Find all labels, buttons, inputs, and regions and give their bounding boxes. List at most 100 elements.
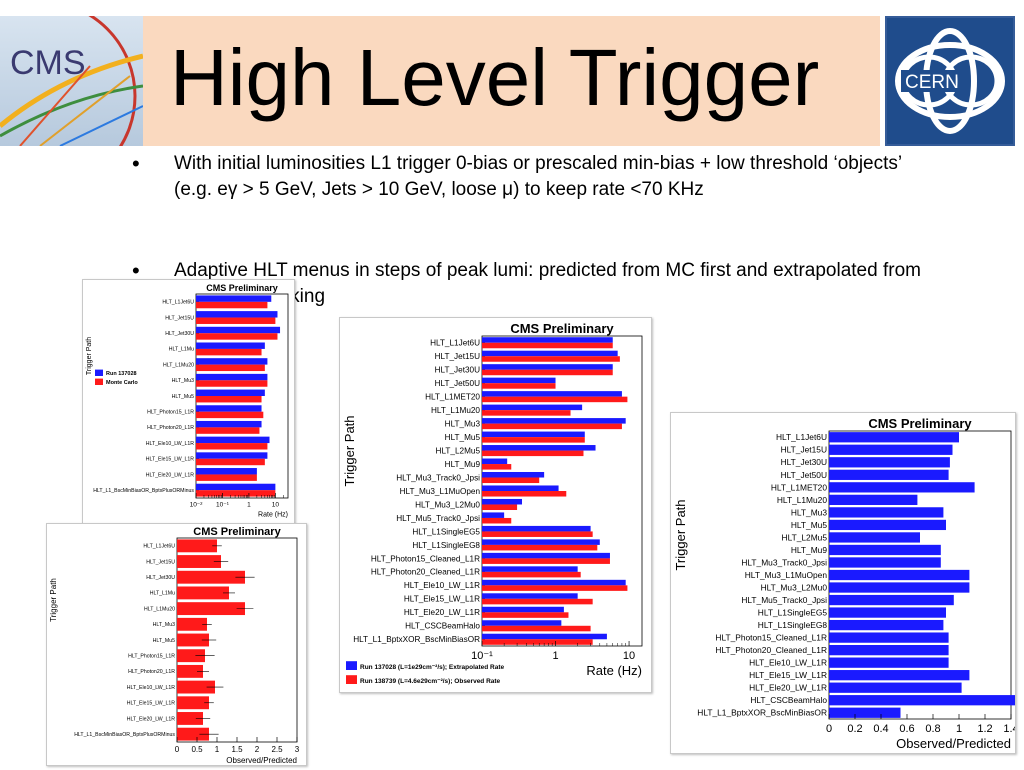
bar	[482, 337, 613, 343]
bar	[829, 532, 920, 543]
bar	[196, 348, 262, 356]
x-tick-label: 10⁻¹	[216, 502, 230, 509]
x-tick-label: 0.2	[847, 723, 862, 735]
category-label: HLT_Mu5	[445, 433, 481, 442]
category-label: HLT_L2Mu5	[782, 532, 828, 542]
bar	[177, 664, 203, 678]
category-label: HLT_Jet30U	[165, 331, 194, 337]
x-tick-label: 10	[623, 650, 635, 662]
bar	[482, 410, 571, 416]
category-label: HLT_Jet15U	[781, 445, 827, 455]
bar	[196, 301, 268, 309]
bar	[196, 436, 270, 444]
bar	[482, 383, 556, 389]
bar	[482, 531, 593, 537]
cms-logo: CMS	[0, 16, 145, 146]
bar	[829, 569, 970, 581]
bar	[196, 483, 276, 491]
bar	[177, 539, 217, 553]
bar	[482, 423, 622, 430]
bar	[482, 396, 628, 403]
category-label: HLT_Mu3_Track0_Jpsi	[741, 557, 827, 567]
category-label: HLT_L1Mu20	[777, 495, 827, 505]
category-label: HLT_L1SingleEG5	[412, 527, 480, 536]
bar	[196, 490, 276, 497]
legend-swatch	[346, 661, 357, 670]
bar	[482, 512, 505, 518]
category-label: HLT_Photon20_Cleaned_L1R	[371, 568, 480, 577]
bar	[829, 519, 946, 531]
bar	[829, 469, 949, 480]
bar	[196, 411, 264, 419]
bar	[829, 482, 975, 493]
bar	[196, 342, 265, 349]
plot-ratio-data-panel: CMS Preliminary Trigger Path HLT_L1Jet6U HL…	[670, 412, 1019, 754]
bar	[829, 632, 949, 643]
bar	[482, 625, 591, 632]
legend-label: Run 137028	[106, 371, 137, 377]
cern-logo-graphic: CERN	[895, 28, 1005, 134]
y-axis-label: Trigger Path	[49, 578, 58, 622]
category-label: HLT_Photon15_L1R	[128, 654, 175, 660]
bullet-dot: •	[132, 151, 140, 176]
bar	[177, 617, 207, 631]
legend-swatch	[346, 675, 357, 684]
category-label: HLT_Mu3	[153, 622, 176, 628]
category-label: HLT_Mu3_L1MuOpen	[400, 487, 481, 496]
x-tick-label: 0.8	[925, 723, 940, 735]
x-tick-label: 10⁻¹	[471, 650, 493, 662]
bar	[482, 517, 512, 524]
legend-swatch	[95, 369, 103, 376]
category-label: HLT_L1MET20	[771, 482, 828, 492]
category-label: HLT_L1Mu20	[431, 406, 480, 415]
category-label: HLT_Photon15_Cleaned_L1R	[715, 633, 827, 643]
bar	[177, 680, 215, 694]
plot-rate-data: CMS Preliminary Trigger Path HLT_L1Jet6U HL…	[342, 321, 643, 685]
category-label: HLT_CSCBeamHalo	[405, 622, 480, 631]
category-label: HLT_Jet30U	[146, 575, 175, 581]
category-label: HLT_Ele10_LW_L1R	[146, 441, 195, 447]
bar	[482, 552, 610, 559]
category-label: HLT_Jet50U	[781, 470, 827, 480]
category-label: HLT_Ele15_LW_L1R	[127, 701, 176, 707]
bar	[482, 504, 518, 511]
category-label: HLT_Ele15_LW_L1R	[749, 670, 827, 680]
x-tick-label: 10	[272, 502, 280, 509]
category-label: HLT_Jet30U	[435, 366, 480, 375]
bar	[482, 356, 620, 362]
category-label: HLT_Mu3	[172, 378, 195, 384]
plot-ratio-data: CMS Preliminary Trigger Path HLT_L1Jet6U HL…	[673, 416, 1019, 751]
bar	[829, 457, 950, 468]
bar	[482, 485, 559, 491]
category-label: HLT_Mu5	[172, 394, 195, 400]
bar	[482, 612, 569, 618]
x-tick-label: 2	[255, 745, 260, 754]
chart-title: CMS Preliminary	[206, 283, 278, 293]
category-label: HLT_Mu5	[153, 638, 176, 644]
chart-title: CMS Preliminary	[193, 526, 281, 538]
bar	[482, 571, 581, 578]
category-label: HLT_L1Jet6U	[430, 339, 480, 348]
bar	[482, 464, 512, 470]
bar	[829, 557, 941, 568]
bar	[482, 539, 600, 545]
y-axis-label: Trigger Path	[673, 499, 688, 570]
category-label: HLT_L1SingleEG8	[758, 620, 828, 630]
category-label: HLT_Mu3_Track0_Jpsi	[396, 473, 480, 482]
bar	[482, 350, 618, 357]
bar	[482, 458, 508, 465]
bar	[829, 494, 918, 506]
plot-ratio-mc: CMS Preliminary Trigger Path HLT_L1Jet6U HL…	[49, 526, 300, 765]
bar	[177, 727, 209, 741]
bar	[177, 602, 245, 616]
x-tick-label: 0.6	[899, 723, 914, 735]
title-band	[143, 16, 880, 146]
category-label: HLT_Ele20_LW_L1R	[749, 683, 827, 693]
bar	[196, 317, 276, 324]
bar	[482, 477, 540, 484]
category-label: HLT_Mu3	[791, 507, 827, 517]
chart-title: CMS Preliminary	[868, 416, 972, 431]
x-axis-label: Rate (Hz)	[258, 512, 288, 519]
category-label: HLT_Jet50U	[435, 379, 480, 388]
category-label: HLT_Ele20_LW_L1R	[146, 472, 195, 478]
